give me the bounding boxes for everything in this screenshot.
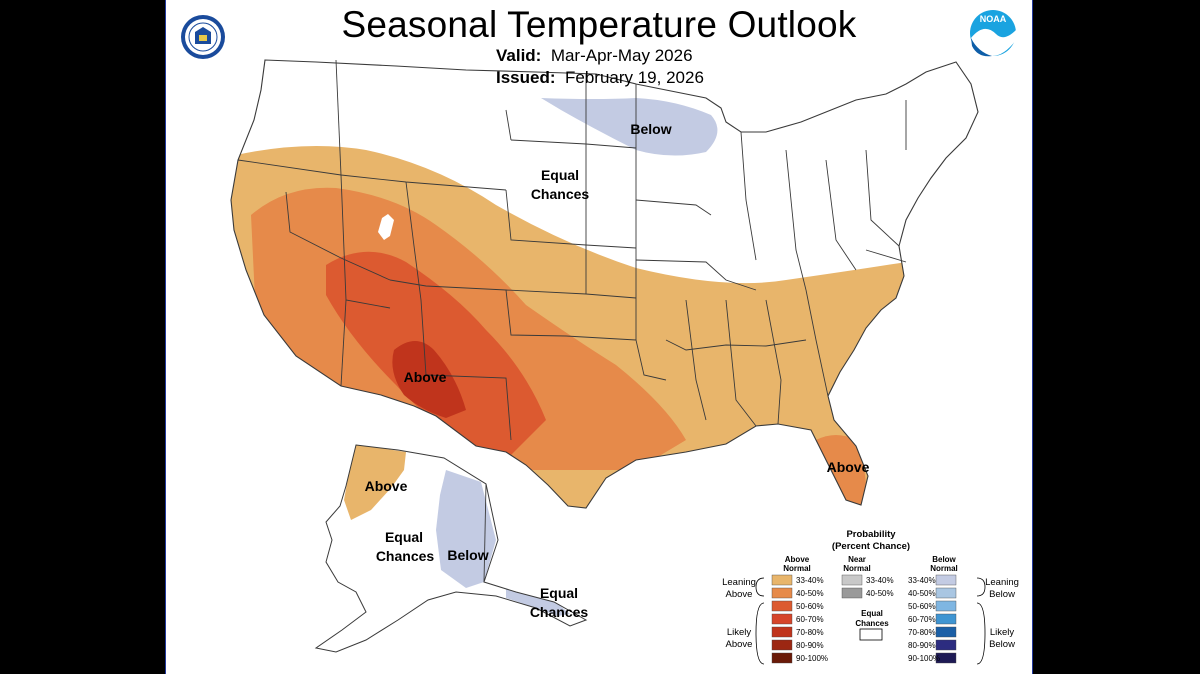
- ak-above-region: [344, 445, 406, 520]
- utah-lake-white: [378, 214, 394, 240]
- page-title: Seasonal Temperature Outlook: [341, 4, 857, 45]
- map-label-ak-se-equal-1: Equal: [540, 585, 578, 601]
- valid-line: Valid: Mar-Apr-May 2026: [496, 46, 693, 66]
- legend-above-swatch-5: [771, 639, 793, 651]
- alaska-outline: [314, 444, 588, 653]
- legend-above-label-4: 70-80%: [796, 628, 824, 637]
- legend-below-head-1: Below: [932, 555, 956, 564]
- conus-shading: [231, 60, 978, 508]
- legend-below-swatch-2: [935, 600, 957, 612]
- legend-below-swatch-3: [935, 613, 957, 625]
- doc-seal-logo: [181, 15, 225, 59]
- legend-near-head-1: Near: [848, 555, 866, 564]
- legend-leaning-below-1: Leaning: [985, 577, 1019, 588]
- legend-below-label-1: 40-50%: [908, 589, 936, 598]
- legend-below-label-6: 90-100%: [908, 654, 940, 663]
- legend-brace-leaning-above: [755, 577, 765, 597]
- issued-line: Issued: February 19, 2026: [496, 68, 704, 88]
- legend-near-label-1: 40-50%: [866, 589, 894, 598]
- legend-below-swatch-5: [935, 639, 957, 651]
- above-60-70-region: [392, 341, 466, 418]
- legend-likely-above-2: Above: [726, 639, 753, 650]
- issued-label: Issued:: [496, 68, 556, 87]
- legend-leaning-below-2: Below: [989, 589, 1015, 600]
- legend-title-2: (Percent Chance): [832, 541, 910, 552]
- legend-below-label-0: 33-40%: [908, 576, 936, 585]
- ak-below-region: [436, 470, 496, 588]
- legend-below-column: 33-40% 40-50% 50-60% 60-70% 70-80% 80-90% 90-1…: [908, 574, 957, 664]
- legend-leaning-above-1: Leaning: [722, 577, 756, 588]
- legend-above-swatch-3: [771, 613, 793, 625]
- legend-below-swatch-4: [935, 626, 957, 638]
- legend-equal-1: Equal: [861, 609, 883, 618]
- legend-above-label-1: 40-50%: [796, 589, 824, 598]
- legend-below-label-5: 80-90%: [908, 641, 936, 650]
- legend-above-label-0: 33-40%: [796, 576, 824, 585]
- map-label-ak-se-equal-2: Chances: [530, 604, 589, 620]
- map-label-equal-2: Chances: [531, 186, 590, 202]
- map-label-ak-below: Below: [447, 547, 488, 563]
- legend-above-label-2: 50-60%: [796, 602, 824, 611]
- outlook-map-panel: Below Equal Chances Above Above Above Eq…: [165, 0, 1033, 674]
- outlook-map: Below Equal Chances Above Above Above Eq…: [181, 10, 1019, 665]
- map-label-ak-above: Above: [365, 478, 408, 494]
- legend-likely-below-2: Below: [989, 639, 1015, 650]
- legend-near-swatch-1: [841, 587, 863, 599]
- legend-below-swatch-0: [935, 574, 957, 586]
- legend-above-swatch-1: [771, 587, 793, 599]
- legend-near-head-2: Normal: [843, 564, 871, 573]
- legend-likely-above-1: Likely: [727, 627, 752, 638]
- map-label-above-fl: Above: [827, 459, 870, 475]
- legend-above-swatch-6: [771, 652, 793, 664]
- legend-equal-swatch: [859, 628, 883, 641]
- valid-label: Valid:: [496, 46, 542, 65]
- legend-above-label-5: 80-90%: [796, 641, 824, 650]
- legend-below-label-3: 60-70%: [908, 615, 936, 624]
- legend-above-head-2: Normal: [783, 564, 811, 573]
- legend-brace-likely-above: [755, 602, 765, 665]
- valid-value: Mar-Apr-May 2026: [550, 46, 693, 65]
- map-label-below-north: Below: [630, 121, 671, 137]
- legend-near-column: 33-40% 40-50%: [841, 574, 894, 599]
- map-labels: Below Equal Chances Above Above Above Eq…: [365, 121, 870, 620]
- legend: Probability (Percent Chance) Above Norma…: [722, 529, 1019, 665]
- legend-below-head-2: Normal: [930, 564, 958, 573]
- issued-value: February 19, 2026: [564, 68, 704, 87]
- legend-title-1: Probability: [846, 529, 896, 540]
- legend-above-label-3: 60-70%: [796, 615, 824, 624]
- legend-near-swatch-0: [841, 574, 863, 586]
- below-33-40-north: [541, 98, 718, 156]
- legend-brace-likely-below: [976, 602, 986, 665]
- legend-below-label-2: 50-60%: [908, 602, 936, 611]
- map-label-ak-equal-2: Chances: [376, 548, 435, 564]
- legend-above-swatch-4: [771, 626, 793, 638]
- legend-below-swatch-6: [935, 652, 957, 664]
- map-label-equal-1: Equal: [541, 167, 579, 183]
- state-boundaries: [230, 59, 979, 509]
- legend-near-label-0: 33-40%: [866, 576, 894, 585]
- legend-above-head-1: Above: [785, 555, 810, 564]
- noaa-logo: NOAA: [970, 10, 1016, 57]
- legend-above-column: 33-40% 40-50% 50-60% 60-70% 70-80% 80-90% 90-1…: [771, 574, 828, 664]
- legend-above-swatch-2: [771, 600, 793, 612]
- legend-brace-leaning-below: [976, 577, 986, 597]
- legend-likely-below-1: Likely: [990, 627, 1015, 638]
- legend-leaning-above-2: Above: [726, 589, 753, 600]
- map-label-ak-equal-1: Equal: [385, 529, 423, 545]
- legend-below-label-4: 70-80%: [908, 628, 936, 637]
- noaa-logo-text: NOAA: [980, 14, 1007, 24]
- legend-above-swatch-0: [771, 574, 793, 586]
- legend-equal-2: Chances: [855, 619, 889, 628]
- legend-above-label-6: 90-100%: [796, 654, 828, 663]
- legend-below-swatch-1: [935, 587, 957, 599]
- alaska-border-line: [483, 483, 487, 583]
- map-label-above-sw: Above: [404, 369, 447, 385]
